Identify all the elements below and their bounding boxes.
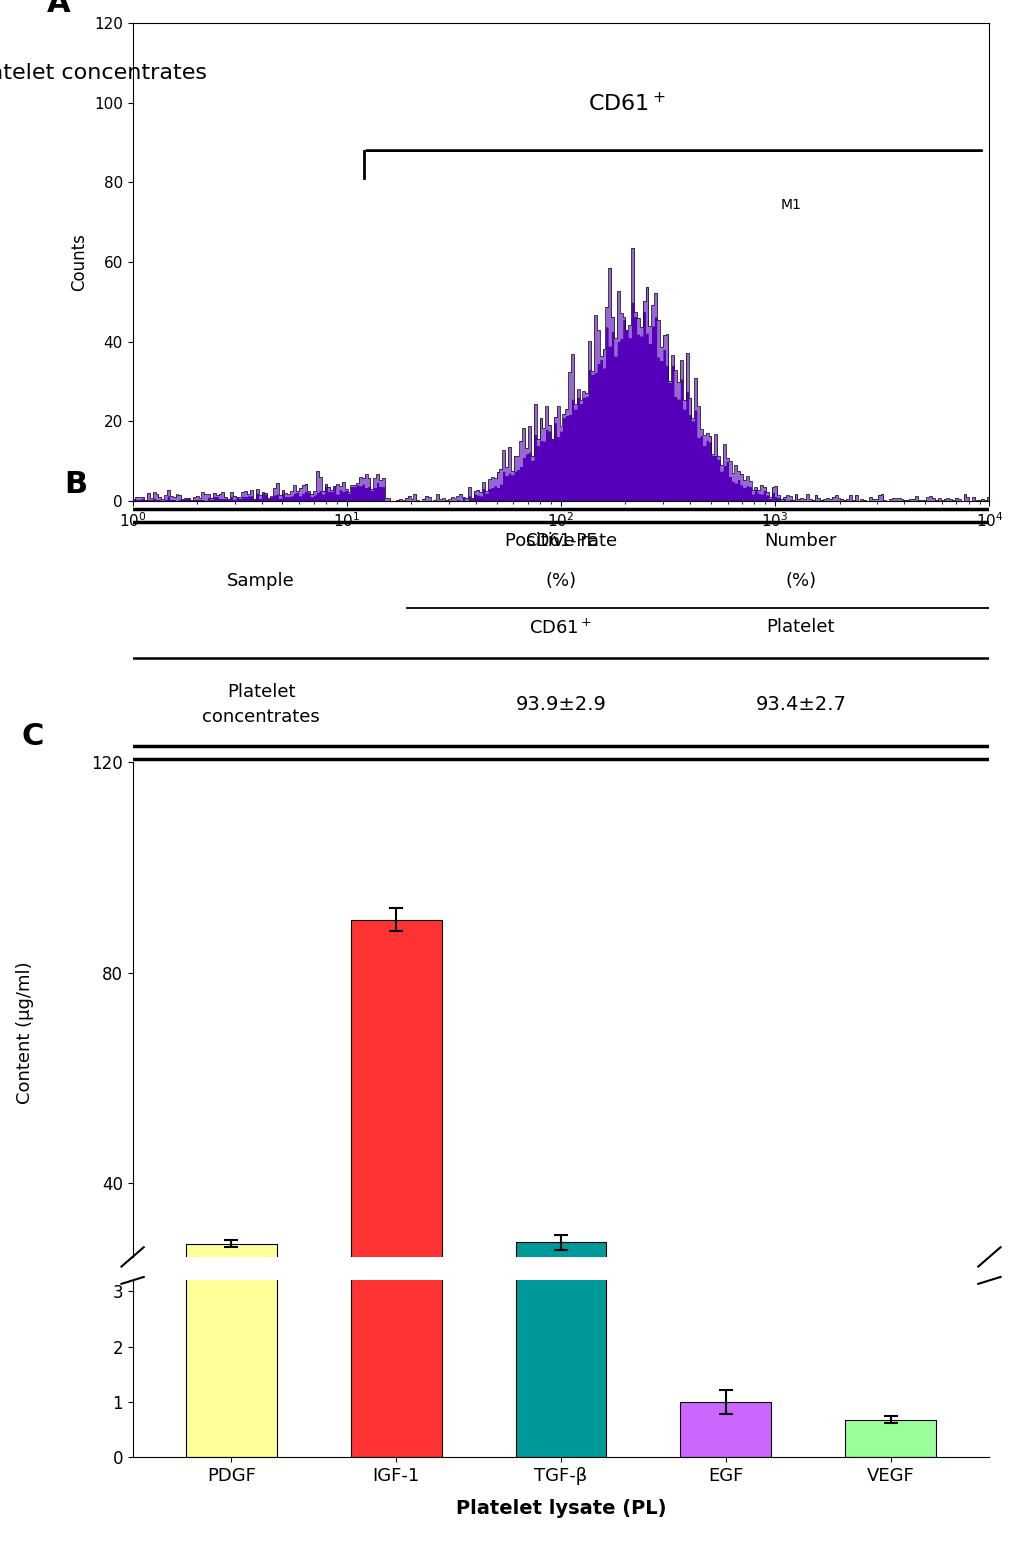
Text: B: B <box>64 470 87 498</box>
Text: A: A <box>47 0 70 19</box>
Bar <box>680 1388 770 1394</box>
Text: M1: M1 <box>780 199 800 213</box>
Text: (%): (%) <box>785 572 815 589</box>
Text: CD61$^+$: CD61$^+$ <box>529 618 592 638</box>
Text: C: C <box>21 722 44 751</box>
Bar <box>186 1244 276 1394</box>
X-axis label: CD61-PE: CD61-PE <box>525 532 596 550</box>
Bar <box>186 0 276 1457</box>
X-axis label: Platelet lysate (PL): Platelet lysate (PL) <box>455 1499 665 1517</box>
Text: Platelet: Platelet <box>766 618 835 637</box>
Bar <box>516 1243 605 1394</box>
Text: CD61$^+$: CD61$^+$ <box>587 91 664 114</box>
Text: (%): (%) <box>545 572 576 589</box>
Text: Sample: Sample <box>227 572 294 589</box>
Text: 93.9±2.9: 93.9±2.9 <box>515 695 606 714</box>
Y-axis label: Counts: Counts <box>70 233 89 291</box>
Text: Positive rate: Positive rate <box>504 532 616 550</box>
Bar <box>351 921 441 1394</box>
Text: 93.4±2.7: 93.4±2.7 <box>755 695 846 714</box>
Text: Platelet concentrates: Platelet concentrates <box>0 63 207 83</box>
Bar <box>845 1420 935 1457</box>
Bar <box>845 1391 935 1394</box>
Bar <box>351 0 441 1457</box>
Bar <box>516 0 605 1457</box>
Text: Platelet
concentrates: Platelet concentrates <box>202 683 320 726</box>
Text: Content (μg/ml): Content (μg/ml) <box>16 962 35 1104</box>
Bar <box>680 1402 770 1457</box>
Text: Number: Number <box>764 532 837 550</box>
